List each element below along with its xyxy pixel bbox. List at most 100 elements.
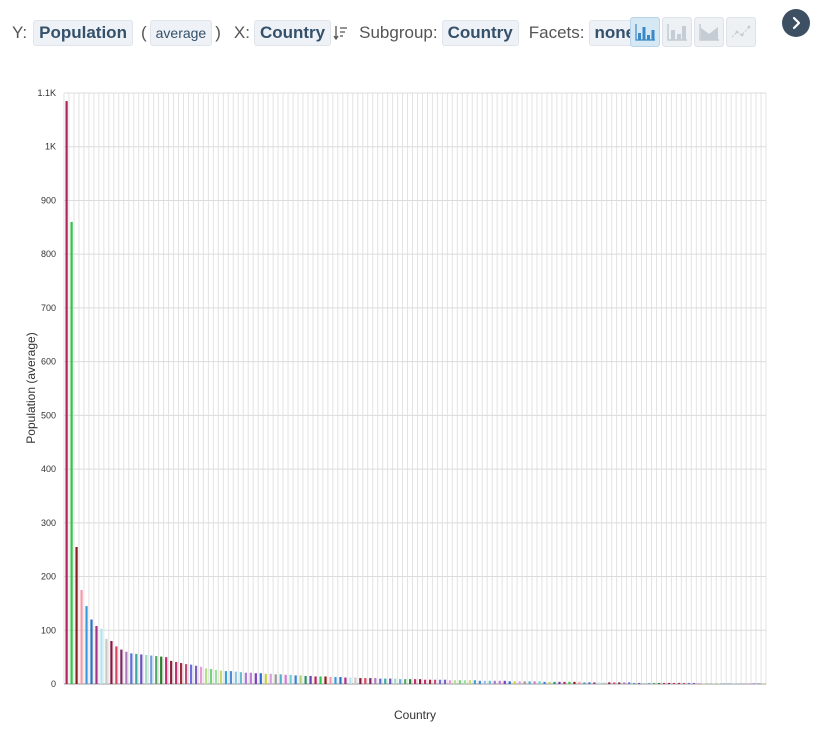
bar[interactable]	[558, 681, 561, 684]
bar[interactable]	[662, 682, 666, 684]
bar[interactable]	[224, 671, 228, 684]
bar[interactable]	[214, 670, 218, 684]
bar[interactable]	[433, 679, 437, 684]
bar[interactable]	[269, 673, 272, 684]
bar[interactable]	[70, 221, 73, 685]
bar[interactable]	[180, 663, 183, 684]
bar[interactable]	[399, 679, 402, 684]
bar[interactable]	[702, 683, 706, 684]
bar[interactable]	[229, 671, 233, 684]
bar[interactable]	[314, 676, 317, 684]
bar[interactable]	[463, 680, 467, 684]
bar[interactable]	[110, 641, 113, 684]
bar[interactable]	[677, 682, 681, 684]
bar[interactable]	[643, 682, 646, 684]
bar[interactable]	[404, 679, 407, 684]
x-field-selector[interactable]: Country	[253, 20, 332, 46]
bar[interactable]	[374, 678, 377, 684]
bar[interactable]	[712, 683, 715, 684]
bar[interactable]	[95, 625, 98, 684]
bar[interactable]	[165, 657, 168, 684]
bar[interactable]	[184, 664, 188, 684]
bar[interactable]	[623, 682, 626, 684]
bar[interactable]	[264, 673, 267, 684]
bar[interactable]	[175, 661, 178, 684]
bar[interactable]	[697, 682, 701, 684]
bar[interactable]	[478, 680, 481, 684]
bar[interactable]	[135, 653, 138, 684]
bar[interactable]	[209, 668, 213, 684]
bar[interactable]	[493, 680, 496, 684]
bar[interactable]	[652, 682, 656, 684]
bar[interactable]	[254, 673, 257, 684]
bar[interactable]	[100, 628, 103, 684]
bar[interactable]	[279, 674, 282, 684]
bar[interactable]	[204, 668, 208, 684]
bar[interactable]	[339, 677, 342, 684]
bar[interactable]	[105, 638, 108, 684]
line-chart-button[interactable]	[726, 17, 756, 47]
bar[interactable]	[583, 682, 586, 684]
bar[interactable]	[125, 651, 128, 684]
bar[interactable]	[234, 671, 238, 684]
bar[interactable]	[414, 679, 417, 684]
bar[interactable]	[543, 681, 546, 684]
bar[interactable]	[727, 683, 730, 684]
bar-chart-button[interactable]	[630, 17, 660, 47]
bar[interactable]	[284, 674, 287, 684]
bar[interactable]	[458, 680, 462, 684]
bar[interactable]	[170, 660, 173, 684]
bar[interactable]	[638, 682, 641, 684]
bar[interactable]	[682, 682, 686, 684]
bar[interactable]	[722, 683, 725, 684]
bar[interactable]	[80, 589, 83, 684]
bar[interactable]	[443, 679, 447, 684]
bar[interactable]	[409, 679, 412, 684]
bar[interactable]	[657, 682, 661, 684]
bar[interactable]	[473, 680, 476, 684]
bar[interactable]	[418, 679, 422, 684]
bar[interactable]	[528, 681, 531, 684]
bar[interactable]	[239, 672, 242, 684]
bar[interactable]	[438, 679, 442, 684]
bar[interactable]	[354, 677, 357, 684]
bar[interactable]	[329, 677, 332, 684]
bar[interactable]	[349, 677, 352, 684]
bar[interactable]	[334, 677, 337, 684]
bar[interactable]	[752, 683, 755, 684]
bar[interactable]	[707, 683, 710, 684]
bar[interactable]	[319, 676, 322, 684]
bar[interactable]	[468, 680, 472, 684]
bar[interactable]	[672, 682, 676, 684]
bar[interactable]	[573, 681, 576, 684]
bar[interactable]	[538, 681, 541, 684]
bar[interactable]	[324, 676, 327, 684]
bar[interactable]	[608, 682, 611, 684]
bar[interactable]	[309, 675, 312, 684]
bar[interactable]	[145, 654, 148, 684]
bar[interactable]	[508, 681, 511, 684]
stacked-bar-chart-button[interactable]	[662, 17, 692, 47]
bar[interactable]	[120, 649, 123, 684]
bar[interactable]	[618, 682, 621, 684]
bar[interactable]	[742, 683, 745, 684]
bar[interactable]	[150, 655, 153, 684]
bar[interactable]	[90, 619, 93, 684]
bar[interactable]	[244, 672, 247, 684]
bar[interactable]	[578, 681, 581, 684]
bar[interactable]	[687, 682, 691, 684]
bar[interactable]	[130, 653, 133, 684]
bar[interactable]	[259, 673, 262, 684]
bar[interactable]	[513, 681, 516, 684]
subgroup-field-selector[interactable]: Country	[441, 20, 519, 46]
bar[interactable]	[219, 670, 223, 684]
bar[interactable]	[667, 682, 671, 684]
bar[interactable]	[593, 682, 596, 684]
bar[interactable]	[379, 678, 382, 684]
bar[interactable]	[384, 678, 387, 684]
bar[interactable]	[369, 678, 372, 684]
bar[interactable]	[648, 682, 651, 684]
bar[interactable]	[488, 680, 491, 684]
bar[interactable]	[160, 656, 163, 684]
bar[interactable]	[115, 646, 118, 684]
